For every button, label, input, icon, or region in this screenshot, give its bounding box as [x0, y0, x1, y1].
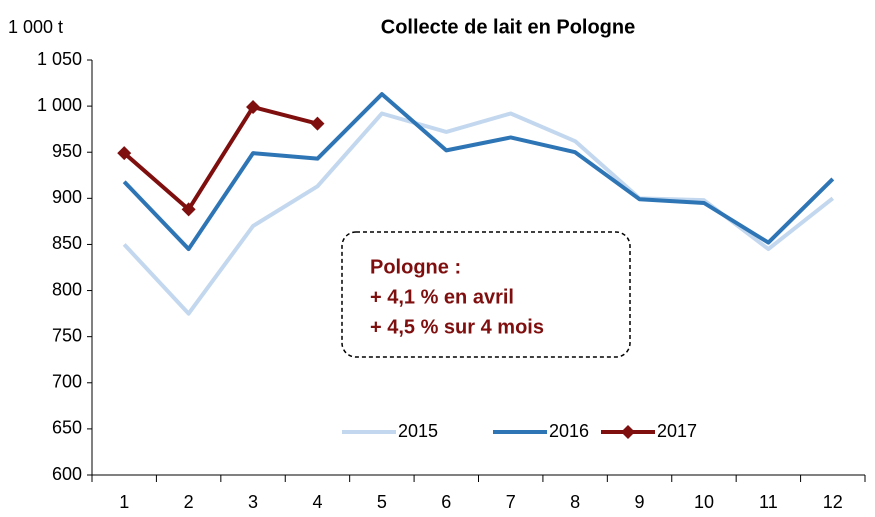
y-tick-label: 700: [52, 372, 82, 392]
y-tick-label: 800: [52, 279, 82, 299]
y-tick-label: 750: [52, 325, 82, 345]
marker: [310, 116, 325, 131]
x-tick-label: 3: [248, 492, 258, 512]
annotation-box: [341, 231, 631, 358]
y-tick-label: 900: [52, 187, 82, 207]
y-tick-label: 1 000: [37, 95, 82, 115]
y-unit: 1 000 t: [8, 17, 63, 37]
annotation: + 4,5 % sur 4 mois: [370, 316, 544, 338]
legend-label: 2017: [657, 421, 697, 441]
annotation: Pologne :: [370, 256, 461, 278]
x-tick-label: 11: [759, 492, 778, 512]
x-tick-label: 12: [823, 492, 843, 512]
marker: [246, 100, 261, 115]
marker: [117, 146, 132, 161]
x-tick-label: 10: [694, 492, 714, 512]
x-tick-label: 8: [570, 492, 580, 512]
marker: [181, 202, 196, 217]
legend-marker: [621, 425, 635, 439]
annotation: + 4,1 % en avril: [370, 286, 514, 308]
y-tick-label: 850: [52, 233, 82, 253]
chart-title: Collecte de lait en Pologne: [381, 16, 636, 38]
x-tick-label: 6: [441, 492, 451, 512]
x-tick-label: 5: [377, 492, 387, 512]
x-tick-label: 7: [506, 492, 516, 512]
x-tick-label: 9: [635, 492, 645, 512]
x-tick-label: 4: [312, 492, 322, 512]
y-tick-label: 600: [52, 464, 82, 484]
legend-label: 2016: [549, 421, 589, 441]
x-tick-label: 2: [184, 492, 194, 512]
series-line: [122, 92, 835, 252]
y-tick-label: 650: [52, 418, 82, 438]
y-tick-label: 1 050: [37, 49, 82, 69]
legend-label: 2015: [398, 421, 438, 441]
y-tick-label: 950: [52, 141, 82, 161]
x-tick-label: 1: [119, 492, 129, 512]
series-line: [122, 105, 318, 212]
